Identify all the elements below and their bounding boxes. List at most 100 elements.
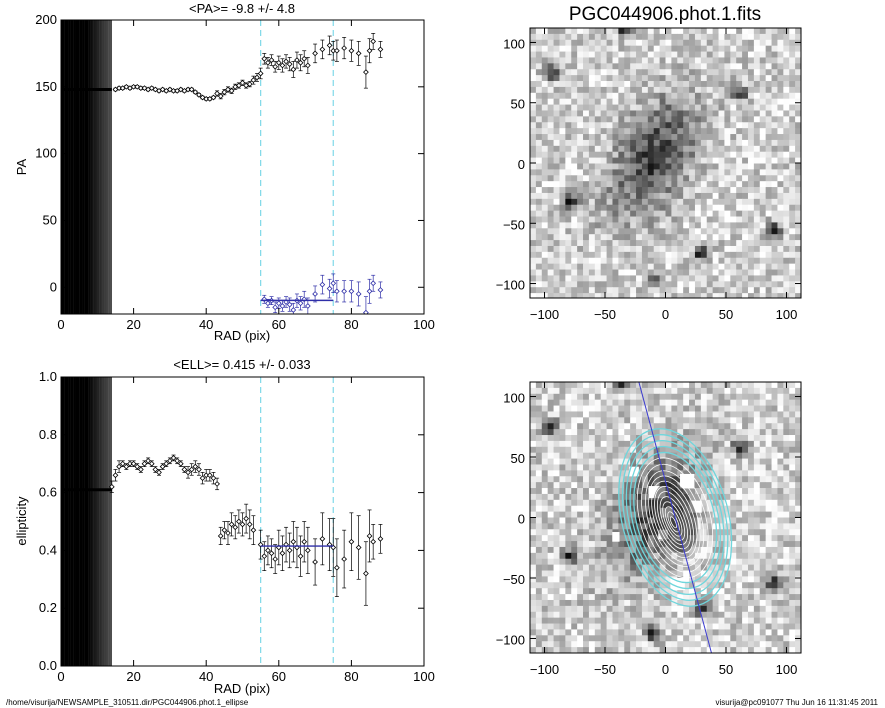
img2-pixel (577, 541, 584, 548)
img2-pixel (671, 382, 678, 389)
img2-pixel (724, 423, 731, 430)
img2-pixel (677, 470, 684, 477)
img1-pixel (789, 181, 796, 188)
pa-data-point (304, 303, 311, 309)
img1-pixel (547, 139, 554, 147)
img1-pixel (618, 75, 625, 82)
pa-data-point (366, 47, 373, 54)
img2-pixel (565, 605, 572, 613)
img1-pixel (571, 169, 578, 176)
img2-pixel (659, 417, 666, 424)
img1-pixel (612, 210, 619, 217)
img2-pixel (636, 493, 643, 501)
img2-pixel (600, 423, 607, 430)
img1-pixel (665, 86, 672, 94)
img2-pixel (795, 564, 801, 571)
img1-pixel (606, 81, 613, 88)
img1-pixel (653, 33, 661, 41)
img1-pixel (588, 122, 596, 129)
img1-pixel (641, 287, 649, 294)
img2-pixel (789, 446, 796, 454)
img2-pixel (530, 552, 537, 560)
img1-pixel (712, 263, 719, 270)
img1-pixel (530, 251, 537, 259)
img2-pixel (618, 393, 625, 401)
img1-pixel (606, 145, 613, 153)
img1-pixel (742, 251, 749, 259)
img2-pixel (535, 405, 543, 412)
img1-pixel (594, 192, 602, 200)
img2-pixel (541, 505, 549, 513)
img1-pixel (636, 269, 643, 276)
img2-pixel (795, 458, 801, 465)
img2-pixel (612, 387, 619, 395)
img2-pixel (577, 399, 584, 406)
ellipticity-y-axis: 0.00.20.40.60.81.0 (39, 369, 424, 673)
img1-pixel (789, 33, 796, 41)
img1-pixel (535, 228, 543, 235)
img2-pixel (736, 541, 743, 548)
img1-pixel (742, 287, 749, 294)
img1-pixel (677, 134, 684, 141)
img1-pixel (689, 245, 696, 253)
img2-pixel (706, 546, 714, 554)
img2-pixel (612, 440, 619, 448)
img1-pixel (783, 51, 790, 58)
img2-pixel (588, 423, 596, 430)
img2-pixel (535, 417, 543, 424)
img2-pixel (577, 605, 584, 613)
img2-pixel (730, 623, 737, 630)
img2-pixel (541, 423, 549, 430)
img1-pixel (789, 139, 796, 147)
img1-pixel (530, 234, 537, 241)
img2-pixel (783, 523, 790, 530)
img1-pixel (547, 104, 554, 111)
img1-pixel (718, 110, 725, 117)
img2-pixel (541, 435, 549, 442)
img2-pixel (618, 505, 625, 513)
img1-pixel (694, 263, 702, 270)
img1-pixel (730, 269, 737, 276)
img2-pixel (547, 435, 554, 442)
img2-pixel (547, 629, 554, 636)
pa-data-point (297, 59, 304, 66)
img1-pixel (765, 63, 772, 70)
img1-pixel (724, 222, 731, 229)
img2-pixel (618, 599, 625, 607)
img2-pixel (541, 599, 549, 607)
img1-pixel (771, 175, 778, 182)
img1-pixel (606, 134, 613, 141)
img1-pixel (600, 139, 607, 147)
img2-pixel (653, 423, 661, 430)
img1-pixel (606, 39, 613, 47)
img1-pixel (783, 257, 790, 265)
img1-pixel (736, 234, 743, 241)
img1-pixel (624, 251, 631, 259)
img1-pixel (653, 81, 661, 88)
img1-pixel (753, 204, 761, 212)
img2-pixel (783, 529, 790, 536)
img1-pixel (700, 216, 708, 223)
img1-pixel (689, 63, 696, 70)
img2-pixel (594, 435, 602, 442)
img2-pixel (547, 529, 554, 536)
img2-pixel (677, 387, 684, 395)
img2-pixel (689, 617, 696, 624)
img2-pixel (783, 464, 790, 471)
img2-pixel (759, 582, 767, 589)
img1-pixel (736, 116, 743, 123)
img2-pixel (636, 470, 643, 477)
img1-pixel (547, 98, 554, 105)
img2-pixel (694, 535, 702, 542)
img2-pixel (606, 493, 613, 501)
img1-pixel (606, 210, 613, 217)
img1-pixel (747, 169, 755, 176)
img2-pixel (736, 423, 743, 430)
img1-pixel (653, 281, 661, 288)
img2-pixel (730, 382, 737, 389)
img2-pixel (689, 393, 696, 401)
ell-shade-strip (97, 377, 100, 666)
img1-pixel (694, 234, 702, 241)
img1-pixel (777, 163, 784, 170)
img1-pixel (618, 245, 625, 253)
